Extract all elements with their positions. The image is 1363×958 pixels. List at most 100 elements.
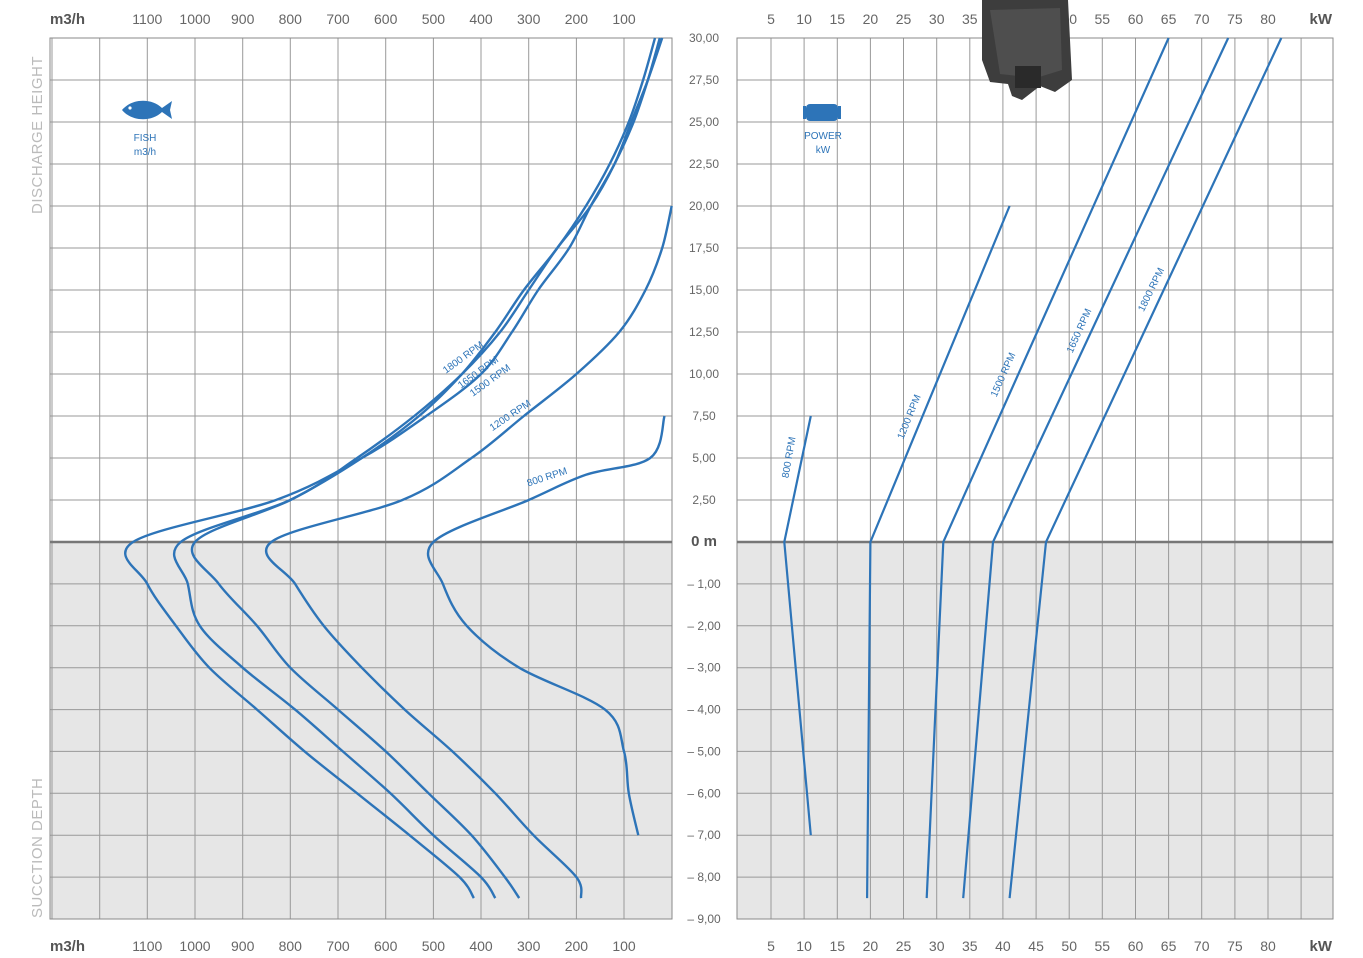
fish-curve-1200-rpm — [264, 205, 673, 899]
y-tick: 10,00 — [689, 367, 719, 381]
fish-caption-line2: m3/h — [134, 147, 156, 158]
y-tick: – 8,00 — [687, 870, 721, 884]
power-x-tick: 10 — [796, 11, 812, 27]
fish-x-tick: 200 — [565, 11, 589, 27]
fish-axis-unit-bottom: m3/h — [50, 938, 85, 955]
power-x-tick: 45 — [1028, 938, 1044, 954]
power-x-tick: 15 — [830, 938, 846, 954]
power-x-tick: 55 — [1095, 11, 1111, 27]
power-x-tick: 35 — [962, 11, 978, 27]
power-x-tick: 70 — [1194, 938, 1210, 954]
y-tick: 22,50 — [689, 157, 719, 171]
power-curve-label: 1200 RPM — [896, 393, 924, 441]
fish-curve-1500-rpm — [190, 37, 657, 899]
y-tick: – 7,00 — [687, 828, 721, 842]
fish-x-tick: 1100 — [132, 11, 162, 27]
fish-x-tick: 200 — [565, 938, 589, 954]
power-x-tick: 80 — [1260, 11, 1276, 27]
y-tick: 17,50 — [689, 241, 719, 255]
power-x-tick: 60 — [1128, 938, 1144, 954]
fish-x-tick: 900 — [231, 938, 255, 954]
fish-x-tick: 800 — [279, 11, 303, 27]
power-x-tick: 20 — [863, 938, 879, 954]
power-x-tick: 40 — [995, 938, 1011, 954]
axis-labels: m3/h 1100 1000 900 800 700 600 500 400 300 200 100 k… — [50, 11, 1333, 955]
fish-x-tick: 100 — [612, 11, 636, 27]
fish-x-tick: 100 — [612, 938, 636, 954]
fish-axis-unit-top: m3/h — [50, 11, 85, 28]
power-curve-800-rpm — [783, 415, 812, 836]
fish-x-tick: 700 — [326, 11, 350, 27]
y-tick: 2,50 — [692, 493, 716, 507]
power-x-tick: 10 — [796, 938, 812, 954]
right-grid — [737, 38, 1333, 919]
power-curve-1650-rpm — [962, 37, 1230, 899]
fish-x-tick: 600 — [374, 11, 398, 27]
y-tick: 15,00 — [689, 283, 719, 297]
y-tick: 20,00 — [689, 199, 719, 213]
fish-x-tick: 700 — [326, 938, 350, 954]
fish-x-tick: 300 — [517, 11, 541, 27]
power-x-tick: 25 — [896, 11, 912, 27]
y-tick: – 4,00 — [687, 703, 721, 717]
fish-x-tick: 600 — [374, 938, 398, 954]
fish-curve-label: 800 RPM — [526, 466, 569, 489]
fish-x-tick: 1000 — [179, 938, 210, 954]
power-curve-label: 1500 RPM — [989, 351, 1018, 399]
y-tick: – 3,00 — [687, 661, 721, 675]
power-x-tick: 70 — [1194, 11, 1210, 27]
power-x-tick: 25 — [896, 938, 912, 954]
fish-x-tick: 500 — [422, 938, 446, 954]
fish-x-tick: 900 — [231, 11, 255, 27]
power-x-tick: 35 — [962, 938, 978, 954]
y-tick: 30,00 — [689, 31, 719, 45]
fish-icon — [122, 100, 172, 120]
y-tick: – 9,00 — [687, 912, 721, 926]
fish-x-tick: 1000 — [179, 11, 210, 27]
y-tick: – 2,00 — [687, 619, 721, 633]
fish-caption-line1: FISH — [134, 133, 157, 144]
power-x-tick: 30 — [929, 938, 945, 954]
y-tick: 7,50 — [692, 409, 716, 423]
power-x-tick: 65 — [1161, 11, 1177, 27]
power-curve-1200-rpm — [866, 205, 1011, 899]
discharge-height-label: DISCHARGE HEIGHT — [29, 56, 46, 214]
y-tick: 12,50 — [689, 325, 719, 339]
power-curve-1800-rpm — [1008, 37, 1283, 899]
y-tick: 25,00 — [689, 115, 719, 129]
pump-image — [982, 0, 1072, 100]
power-x-tick: 30 — [929, 11, 945, 27]
power-x-tick: 75 — [1227, 11, 1243, 27]
power-x-tick: 75 — [1227, 938, 1243, 954]
suction-depth-label: SUCCTION DEPTH — [29, 778, 46, 918]
fish-x-tick: 400 — [469, 11, 493, 27]
y-tick: – 5,00 — [687, 744, 721, 758]
fish-x-tick: 800 — [279, 938, 303, 954]
power-x-tick: 55 — [1095, 938, 1111, 954]
power-caption-line1: POWER — [804, 131, 842, 142]
fish-x-tick: 300 — [517, 938, 541, 954]
y-tick: – 6,00 — [687, 786, 721, 800]
left-plot-frame — [49, 37, 673, 920]
power-x-tick: 80 — [1260, 938, 1276, 954]
y-tick: – 1,00 — [687, 577, 721, 591]
power-caption-line2: kW — [816, 145, 831, 156]
power-x-tick: 5 — [767, 938, 775, 954]
power-x-tick: 15 — [830, 11, 846, 27]
fish-curve-800-rpm — [426, 415, 666, 836]
power-x-tick: 50 — [1061, 938, 1077, 954]
fish-x-tick: 1100 — [132, 938, 162, 954]
power-icon — [803, 104, 841, 121]
power-curve-1500-rpm — [925, 37, 1170, 899]
power-x-tick: 5 — [767, 11, 775, 27]
y-tick: 27,50 — [689, 73, 719, 87]
y-tick: 5,00 — [692, 451, 716, 465]
power-x-tick: 60 — [1128, 11, 1144, 27]
right-suction-shade — [737, 542, 1333, 919]
power-x-tick: 20 — [863, 11, 879, 27]
power-x-tick: 65 — [1161, 938, 1177, 954]
zero-meter-label: 0 m — [691, 533, 717, 550]
fish-x-tick: 500 — [422, 11, 446, 27]
power-axis-unit-top: kW — [1310, 11, 1333, 28]
